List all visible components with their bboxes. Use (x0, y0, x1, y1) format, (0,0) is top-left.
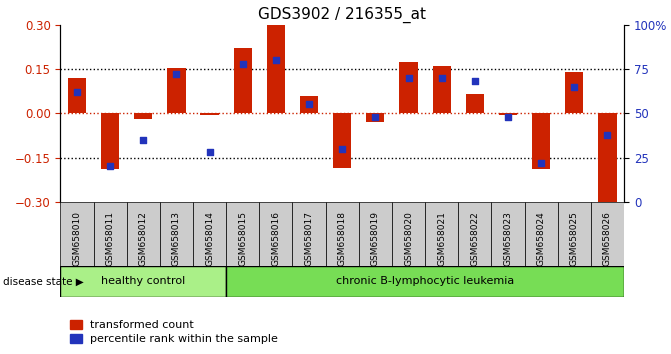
FancyBboxPatch shape (60, 266, 226, 297)
Point (337, 146, 348, 152)
Bar (101, 113, 119, 169)
Text: GSM658015: GSM658015 (238, 211, 247, 266)
Point (72, 89, 83, 95)
Text: GSM658021: GSM658021 (437, 211, 446, 266)
Point (470, 79, 480, 84)
Point (304, 102, 315, 107)
Text: GSM658017: GSM658017 (305, 211, 313, 266)
FancyBboxPatch shape (60, 202, 93, 266)
FancyBboxPatch shape (558, 202, 591, 266)
FancyBboxPatch shape (425, 202, 458, 266)
FancyBboxPatch shape (127, 202, 160, 266)
Text: GSM658010: GSM658010 (72, 211, 81, 266)
Point (569, 84, 580, 90)
Point (602, 132, 613, 137)
Text: GSM658013: GSM658013 (172, 211, 181, 266)
Bar (333, 113, 352, 168)
FancyBboxPatch shape (160, 202, 193, 266)
Text: GSM658012: GSM658012 (139, 211, 148, 266)
Point (436, 75, 447, 81)
Text: healthy control: healthy control (101, 276, 185, 286)
Bar (565, 72, 583, 113)
Text: disease state ▶: disease state ▶ (3, 276, 84, 286)
FancyBboxPatch shape (259, 202, 293, 266)
FancyBboxPatch shape (359, 202, 392, 266)
Point (204, 149, 215, 155)
FancyBboxPatch shape (226, 202, 259, 266)
Bar (366, 113, 384, 122)
Bar (599, 113, 617, 202)
Point (370, 114, 380, 120)
Text: GSM658026: GSM658026 (603, 211, 612, 266)
Point (535, 160, 546, 166)
FancyBboxPatch shape (392, 202, 425, 266)
Text: GSM658016: GSM658016 (271, 211, 280, 266)
Bar (134, 113, 152, 119)
FancyBboxPatch shape (458, 202, 491, 266)
Point (238, 61, 248, 67)
FancyBboxPatch shape (193, 202, 226, 266)
Bar (167, 68, 186, 113)
Text: GSM658011: GSM658011 (105, 211, 115, 266)
Bar (234, 48, 252, 113)
Text: GSM658019: GSM658019 (371, 211, 380, 266)
Point (171, 72, 182, 77)
Bar (399, 62, 417, 113)
Bar (68, 78, 86, 113)
FancyBboxPatch shape (591, 202, 624, 266)
Bar (433, 66, 451, 113)
Point (403, 75, 414, 81)
Point (270, 57, 281, 63)
FancyBboxPatch shape (525, 202, 558, 266)
Text: GSM658014: GSM658014 (205, 211, 214, 266)
Text: GSM658025: GSM658025 (570, 211, 579, 266)
Text: GSM658023: GSM658023 (503, 211, 513, 266)
Legend: transformed count, percentile rank within the sample: transformed count, percentile rank withi… (66, 315, 282, 348)
Bar (532, 113, 550, 169)
Text: GSM658024: GSM658024 (537, 211, 546, 266)
Bar (466, 94, 484, 113)
FancyBboxPatch shape (293, 202, 325, 266)
Text: GSM658018: GSM658018 (338, 211, 347, 266)
FancyBboxPatch shape (93, 202, 127, 266)
FancyBboxPatch shape (491, 202, 525, 266)
Bar (499, 113, 517, 115)
Point (503, 114, 513, 120)
Bar (267, 25, 285, 113)
Text: GSM658020: GSM658020 (404, 211, 413, 266)
Text: GSM658022: GSM658022 (470, 211, 479, 266)
Bar (300, 96, 318, 113)
Text: chronic B-lymphocytic leukemia: chronic B-lymphocytic leukemia (336, 276, 514, 286)
Point (105, 164, 115, 169)
FancyBboxPatch shape (325, 202, 359, 266)
Point (138, 137, 149, 143)
FancyBboxPatch shape (226, 266, 624, 297)
Bar (201, 113, 219, 115)
Title: GDS3902 / 216355_at: GDS3902 / 216355_at (258, 7, 426, 23)
